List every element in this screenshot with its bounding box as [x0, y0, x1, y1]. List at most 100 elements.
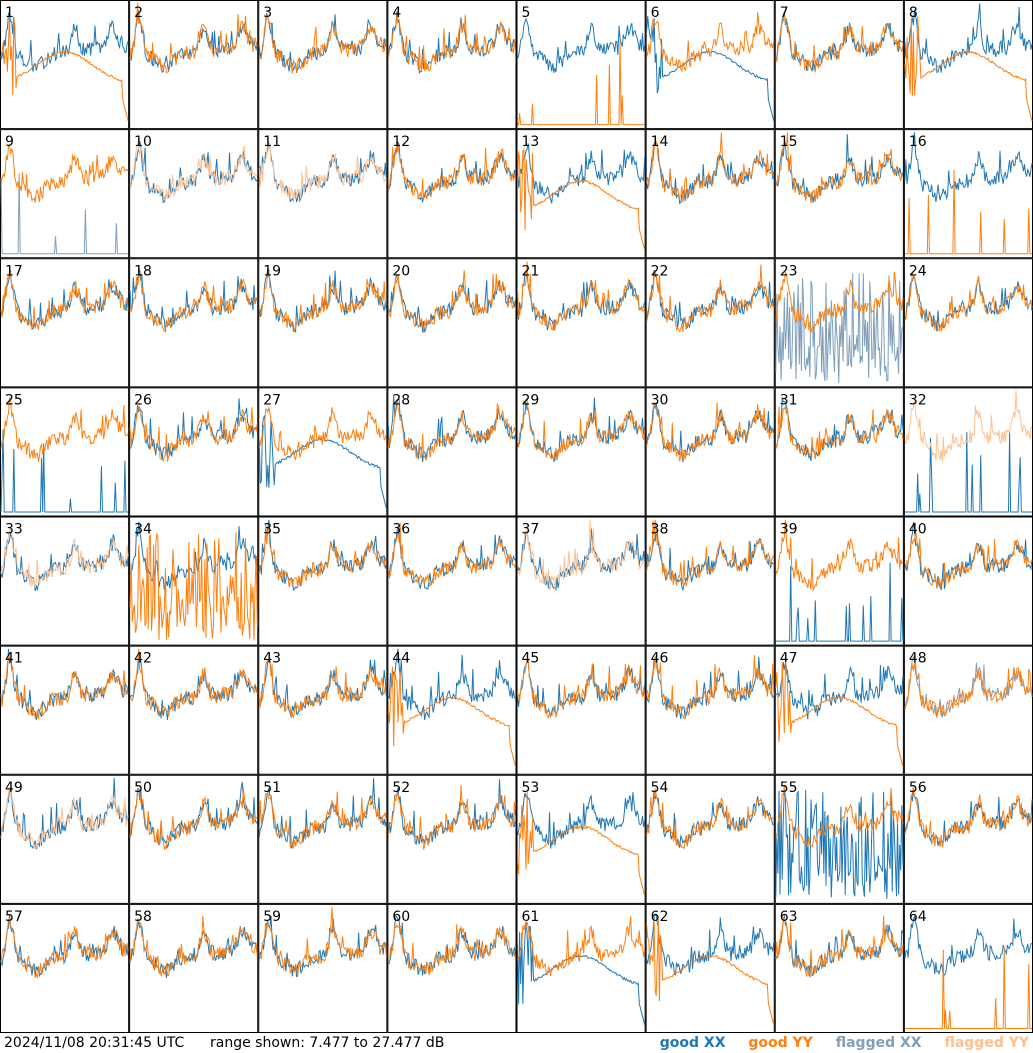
panel-17 [0, 258, 130, 388]
yy-series-48 [904, 662, 1033, 718]
yy-series-28 [387, 399, 516, 461]
yy-series-44 [387, 666, 516, 767]
panel-label-49: 49 [5, 780, 23, 796]
panel-label-11: 11 [263, 134, 281, 150]
panel-label-48: 48 [909, 651, 927, 667]
xx-series-58 [129, 921, 258, 978]
yy-series-19 [258, 268, 387, 332]
xx-series-36 [387, 527, 516, 590]
xx-series-8 [904, 3, 1033, 73]
panel-29 [516, 387, 646, 517]
xx-series-6 [646, 16, 775, 122]
panel-54 [645, 774, 775, 904]
xx-series-46 [646, 655, 775, 720]
yy-series-15 [775, 132, 904, 203]
panel-label-24: 24 [909, 263, 927, 279]
yy-series-51 [258, 791, 387, 849]
panel-label-27: 27 [263, 392, 281, 408]
yy-series-18 [129, 272, 258, 332]
yy-series-1 [0, 17, 129, 122]
panel-label-13: 13 [522, 134, 540, 150]
xx-series-33 [0, 532, 129, 592]
yy-series-6 [646, 12, 775, 73]
panel-57 [0, 903, 130, 1033]
yy-series-46 [646, 655, 775, 720]
xx-series-25 [0, 429, 129, 513]
legend-good-yy: good YY [748, 1035, 813, 1051]
yy-series-25 [0, 397, 129, 462]
panel-label-44: 44 [392, 651, 410, 667]
panel-12 [387, 129, 517, 259]
panel-label-20: 20 [392, 263, 410, 279]
yy-series-20 [387, 270, 516, 333]
panel-18 [129, 258, 259, 388]
xx-series-1 [0, 12, 129, 72]
panel-28 [387, 387, 517, 517]
yy-series-47 [775, 662, 904, 767]
panel-53 [516, 774, 646, 904]
xx-series-5 [517, 17, 646, 73]
yy-series-30 [646, 401, 775, 462]
panel-label-34: 34 [134, 522, 152, 538]
yy-series-54 [646, 788, 775, 850]
panel-label-52: 52 [392, 780, 410, 796]
panel-32 [903, 387, 1033, 517]
panel-label-18: 18 [134, 263, 152, 279]
panel-19 [258, 258, 388, 388]
panel-63 [774, 903, 904, 1033]
panel-51 [258, 774, 388, 904]
panel-label-2: 2 [134, 5, 143, 21]
panel-3 [258, 0, 388, 130]
panel-label-59: 59 [263, 909, 281, 925]
yy-series-10 [129, 141, 258, 203]
yy-series-31 [775, 405, 904, 460]
panel-56 [903, 774, 1033, 904]
xx-series-61 [517, 921, 646, 1025]
panel-33 [0, 516, 130, 646]
panel-label-50: 50 [134, 780, 152, 796]
panel-61 [516, 903, 646, 1033]
panel-49 [0, 774, 130, 904]
panel-59 [258, 903, 388, 1033]
yy-series-37 [517, 519, 645, 592]
panel-label-16: 16 [909, 134, 927, 150]
yy-series-41 [0, 654, 129, 719]
panel-label-43: 43 [263, 651, 281, 667]
panel-label-53: 53 [522, 780, 540, 796]
yy-series-36 [387, 522, 516, 588]
xx-series-13 [517, 143, 646, 204]
panel-label-28: 28 [392, 392, 410, 408]
yy-series-40 [904, 531, 1033, 589]
yy-series-49 [0, 786, 129, 850]
yy-series-17 [0, 268, 129, 330]
panel-43 [258, 645, 388, 775]
panel-label-17: 17 [5, 263, 23, 279]
xx-series-23 [775, 273, 904, 383]
panel-44 [387, 645, 517, 775]
panel-label-54: 54 [651, 780, 669, 796]
yy-series-23 [775, 270, 904, 333]
yy-series-5 [517, 39, 645, 126]
panel-label-58: 58 [134, 909, 152, 925]
panel-9 [0, 129, 130, 259]
legend-flagged-xx: flagged XX [835, 1035, 922, 1051]
panel-label-9: 9 [5, 134, 14, 150]
panel-label-61: 61 [522, 909, 540, 925]
panel-6 [645, 0, 775, 130]
panel-46 [645, 645, 775, 775]
yy-series-55 [775, 784, 904, 848]
panel-label-40: 40 [909, 522, 927, 538]
yy-series-29 [517, 398, 646, 461]
panel-label-55: 55 [780, 780, 798, 796]
panel-label-23: 23 [780, 263, 798, 279]
panel-45 [516, 645, 646, 775]
panel-label-3: 3 [263, 5, 272, 21]
xx-series-50 [129, 781, 258, 848]
panel-label-8: 8 [909, 5, 918, 21]
yy-series-3 [258, 14, 387, 74]
panel-label-29: 29 [522, 392, 540, 408]
panel-31 [774, 387, 904, 517]
yy-series-50 [129, 787, 258, 851]
legend-good-xx: good XX [659, 1035, 726, 1051]
